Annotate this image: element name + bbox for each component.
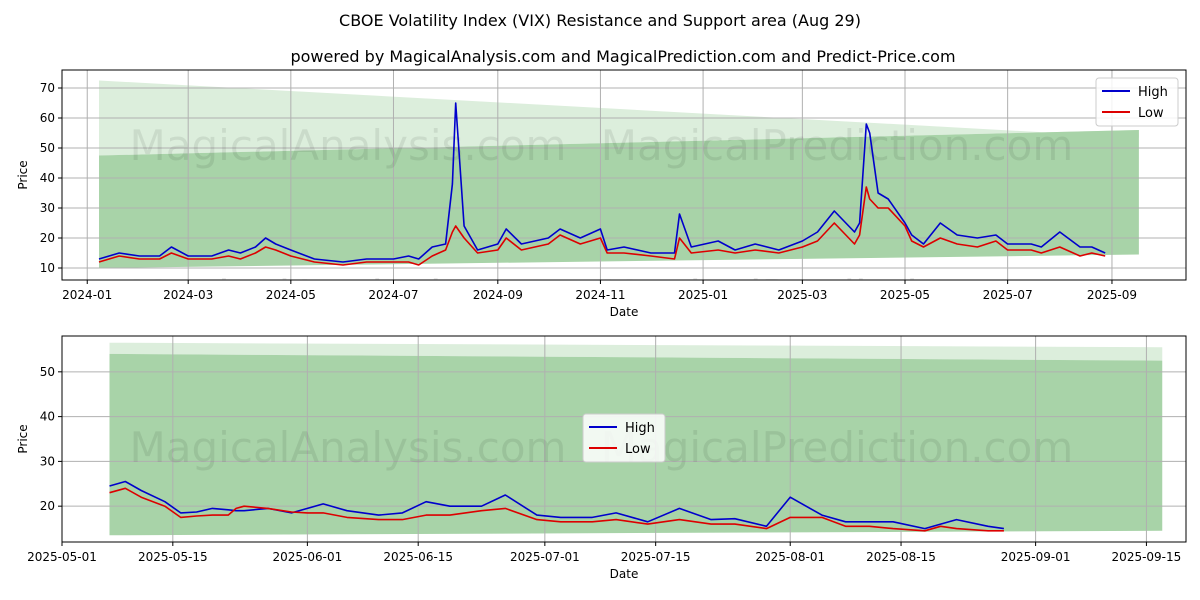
x-tick-label: 2025-08-01: [755, 550, 825, 564]
watermark-text: MagicalAnalysis.com: [130, 423, 567, 472]
chart-title: CBOE Volatility Index (VIX) Resistance a…: [339, 11, 861, 30]
x-tick-label: 2025-09: [1087, 288, 1137, 302]
series-line-high: [98, 102, 1106, 263]
legend: High Low: [582, 413, 666, 463]
x-tick-label: 2025-05: [880, 288, 930, 302]
x-tick-label: 2025-03: [777, 288, 827, 302]
y-tick-label: 70: [40, 81, 55, 95]
y-tick-label: 30: [40, 201, 55, 215]
y-tick-label: 50: [40, 365, 55, 379]
legend-label-low: Low: [1138, 106, 1164, 121]
x-tick-label: 2025-07-01: [510, 550, 580, 564]
legend: High Low: [1095, 77, 1179, 127]
x-tick-label: 2024-09: [473, 288, 523, 302]
x-tick-label: 2024-01: [62, 288, 112, 302]
x-tick-label: 2025-01: [678, 288, 728, 302]
legend-label-high: High: [625, 421, 655, 436]
y-tick-label: 20: [40, 231, 55, 245]
watermark-text: MagicalPrediction.com: [601, 271, 1074, 320]
watermark-text: MagicalPrediction.com: [601, 121, 1074, 170]
x-tick-label: 2024-07: [368, 288, 418, 302]
watermark-text: MagicalPrediction.com: [601, 423, 1074, 472]
plot-frame: [61, 69, 1187, 281]
x-tick-label: 2025-06-15: [383, 550, 453, 564]
y-tick-label: 40: [40, 171, 55, 185]
series-line-high: [109, 480, 1005, 530]
y-axis-label: Price: [16, 160, 30, 189]
top-chart-panel: MagicalAnalysis.com MagicalPrediction.com…: [16, 69, 1187, 320]
chart-subtitle: powered by MagicalAnalysis.com and Magic…: [290, 47, 955, 66]
series-line-low: [109, 487, 1004, 532]
y-tick-label: 60: [40, 111, 55, 125]
y-tick-label: 20: [40, 499, 55, 513]
y-tick-label: 40: [40, 410, 55, 424]
bottom-chart-panel: MagicalAnalysis.com MagicalPrediction.com…: [16, 335, 1187, 581]
x-axis-label: Date: [610, 305, 639, 319]
legend-label-low: Low: [625, 442, 651, 457]
y-tick-label: 50: [40, 141, 55, 155]
x-tick-label: 2025-08-15: [866, 550, 936, 564]
resistance-band-0: [109, 342, 1163, 361]
y-tick-label: 30: [40, 454, 55, 468]
legend-label-high: High: [1138, 85, 1168, 100]
x-tick-label: 2025-05-15: [138, 550, 208, 564]
plot-frame: [61, 335, 1187, 543]
series-line-low: [98, 186, 1106, 266]
x-tick-label: 2025-09-15: [1112, 550, 1182, 564]
x-axis-label: Date: [610, 567, 639, 581]
x-tick-label: 2024-05: [266, 288, 316, 302]
x-tick-label: 2024-03: [163, 288, 213, 302]
x-tick-label: 2025-07: [983, 288, 1033, 302]
x-tick-label: 2025-07-15: [621, 550, 691, 564]
watermark-text: MagicalAnalysis.com: [130, 271, 567, 320]
y-axis-label: Price: [16, 424, 30, 453]
watermark-text: MagicalAnalysis.com: [130, 121, 567, 170]
x-tick-label: 2025-06-01: [273, 550, 343, 564]
support-band-1: [99, 130, 1139, 268]
x-tick-label: 2025-05-01: [27, 550, 97, 564]
x-tick-label: 2025-09-01: [1001, 550, 1071, 564]
x-tick-label: 2024-11: [575, 288, 625, 302]
y-tick-label: 10: [40, 261, 55, 275]
